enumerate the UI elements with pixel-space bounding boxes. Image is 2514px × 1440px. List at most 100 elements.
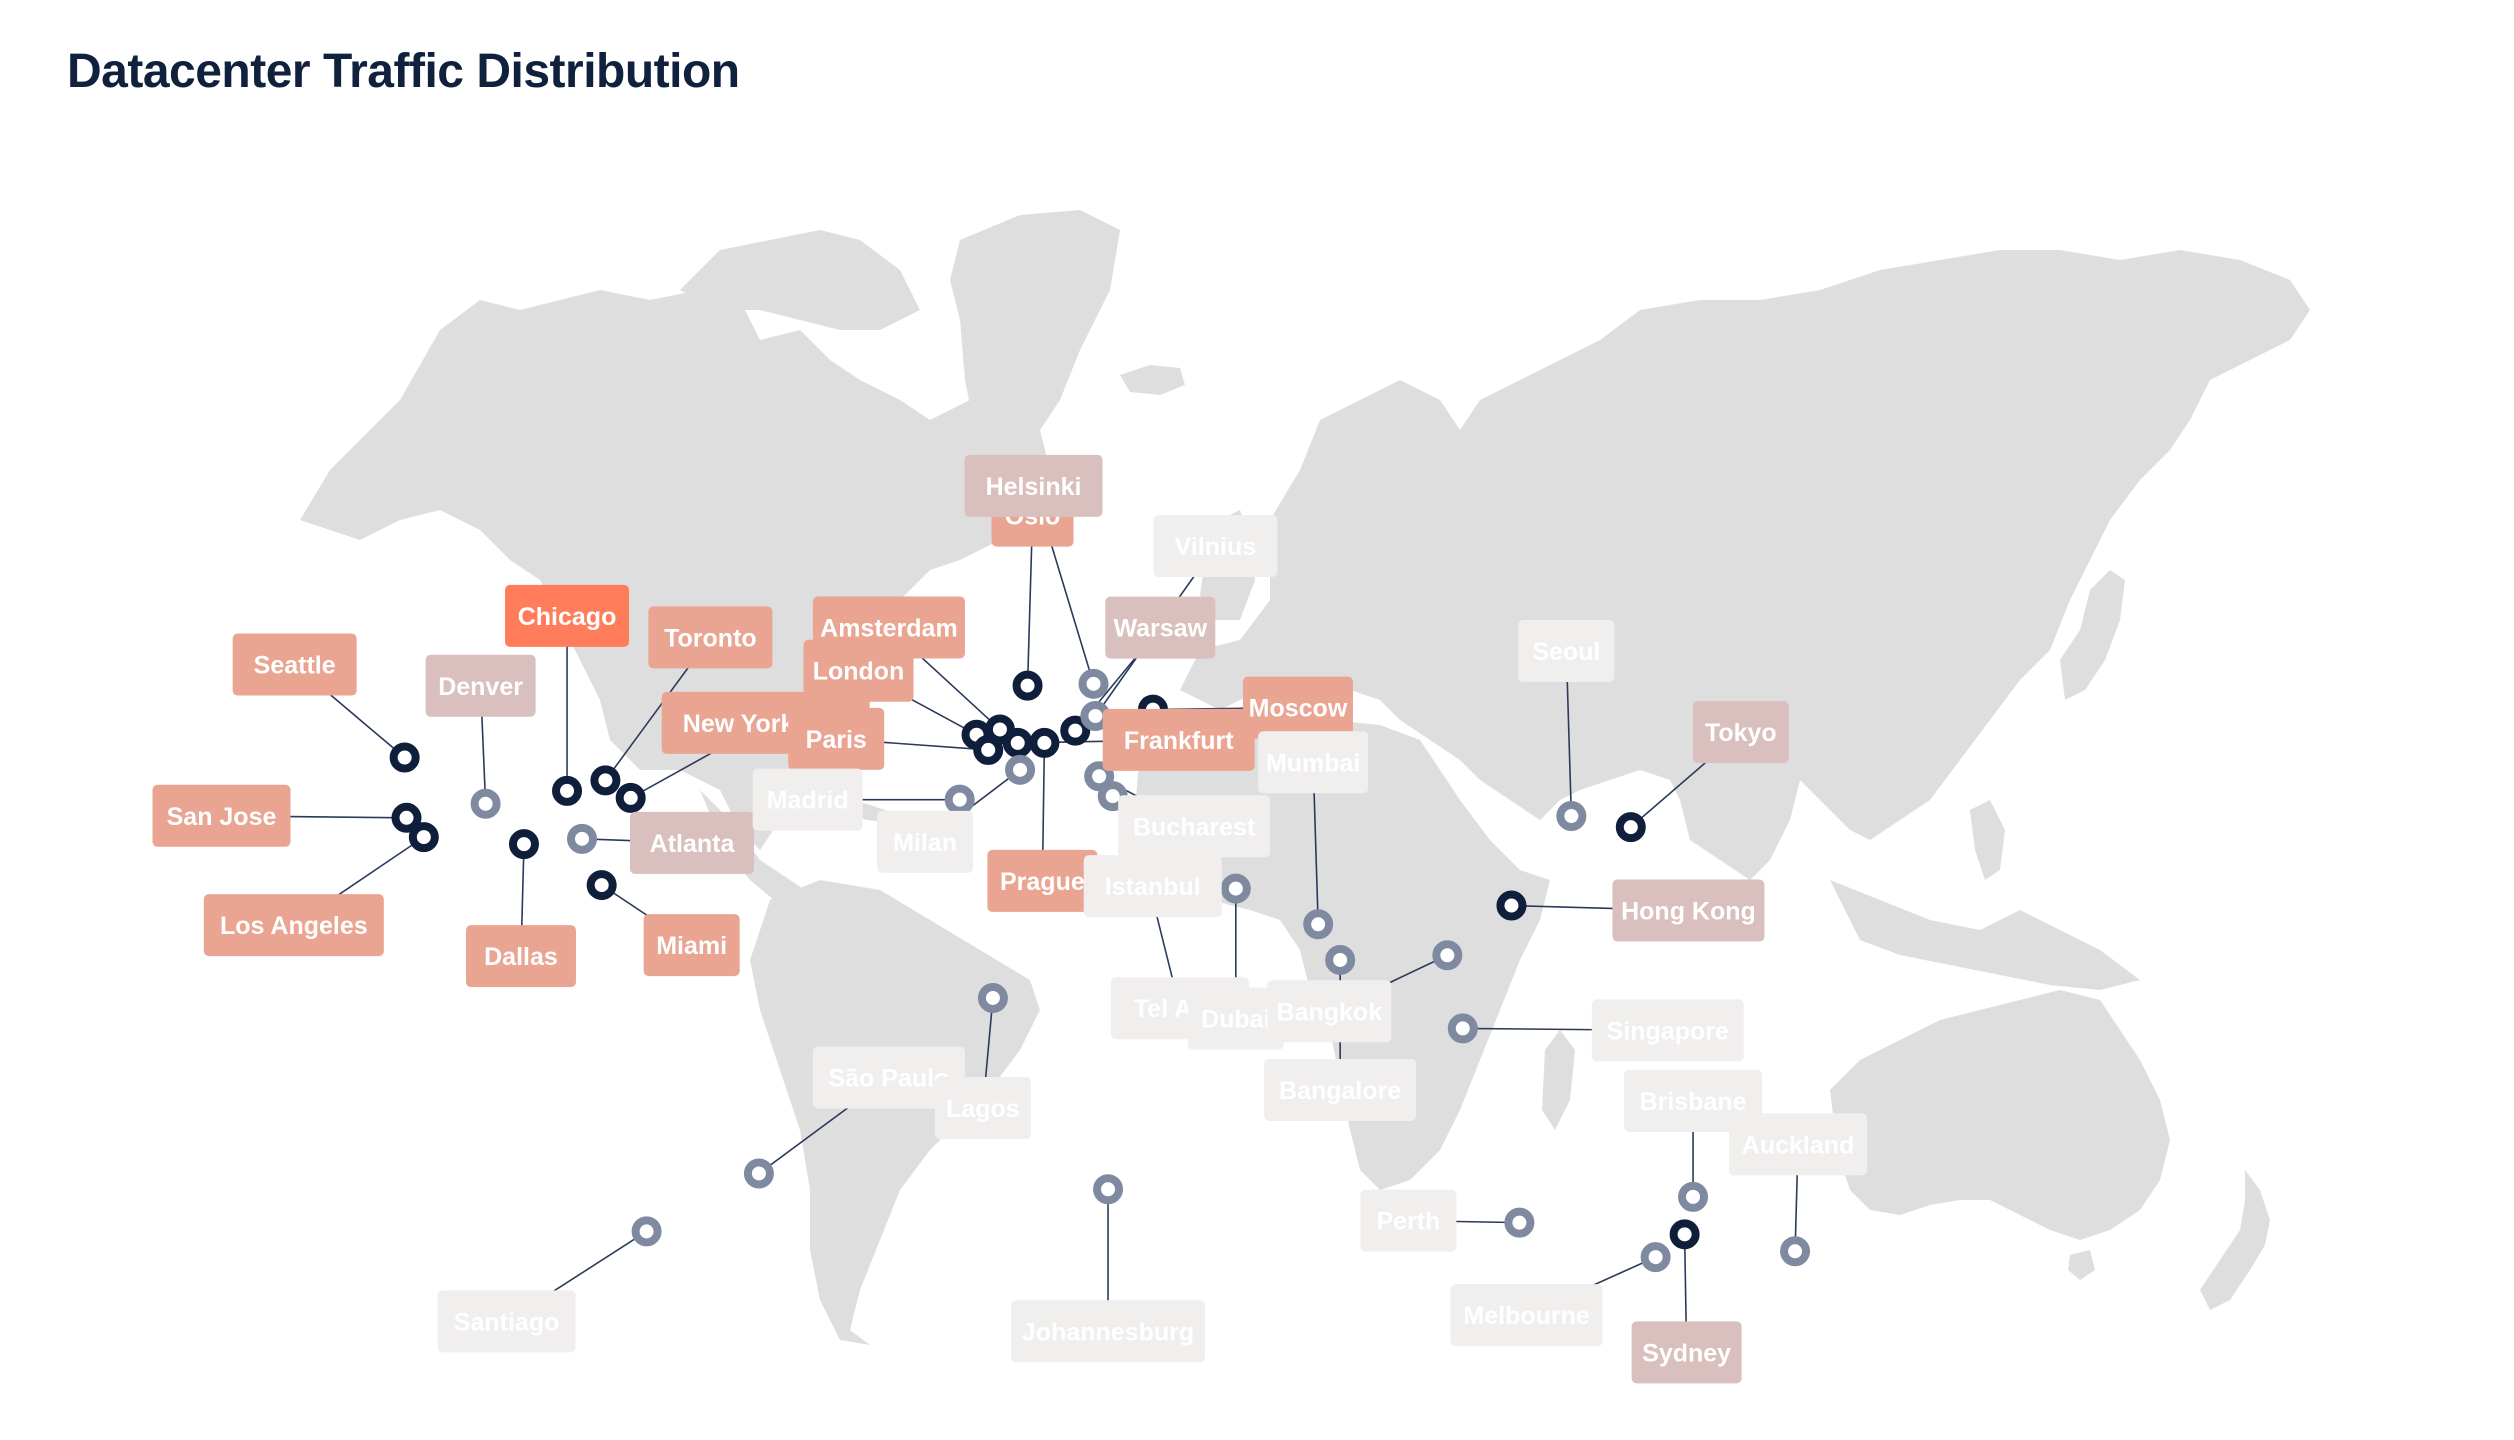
label-text-paris: Paris	[806, 726, 867, 754]
pin-seoul[interactable]	[1556, 801, 1587, 832]
label-brisbane[interactable]: Brisbane	[1624, 1069, 1763, 1132]
label-vilnius[interactable]: Vilnius	[1153, 515, 1278, 578]
pin-prague[interactable]	[1029, 727, 1060, 758]
label-box-mumbai	[1258, 731, 1369, 794]
label-seoul[interactable]: Seoul	[1518, 620, 1615, 683]
label-los-angeles[interactable]: Los Angeles	[203, 894, 384, 957]
label-bangkok[interactable]: Bangkok	[1267, 980, 1392, 1043]
landmass-greenland	[950, 210, 1120, 470]
pin-toronto[interactable]	[590, 765, 621, 796]
label-text-sydney: Sydney	[1642, 1339, 1731, 1367]
label-dallas[interactable]: Dallas	[465, 925, 576, 988]
label-milan[interactable]: Milan	[877, 810, 974, 873]
label-sydney[interactable]: Sydney	[1631, 1321, 1742, 1384]
label-text-amsterdam: Amsterdam	[820, 614, 958, 642]
label-amsterdam[interactable]: Amsterdam	[812, 596, 965, 659]
label-lagos[interactable]: Lagos	[934, 1076, 1031, 1139]
pin-los-angeles[interactable]	[408, 822, 439, 853]
pin-dallas[interactable]	[508, 829, 539, 860]
label-istanbul[interactable]: Istanbul	[1083, 855, 1222, 918]
label-box-amsterdam	[812, 596, 965, 659]
label-perth[interactable]: Perth	[1360, 1189, 1457, 1252]
label-toronto[interactable]: Toronto	[648, 606, 773, 669]
label-singapore[interactable]: Singapore	[1591, 999, 1744, 1062]
label-miami[interactable]: Miami	[643, 914, 740, 977]
label-text-warsaw: Warsaw	[1113, 615, 1207, 643]
pin-paris[interactable]	[973, 734, 1004, 765]
label-mumbai[interactable]: Mumbai	[1258, 731, 1369, 794]
label-box-hong-kong	[1612, 879, 1765, 942]
pin-tokyo[interactable]	[1615, 812, 1646, 843]
label-tokyo[interactable]: Tokyo	[1692, 701, 1789, 764]
label-helsinki[interactable]: Helsinki	[964, 454, 1103, 517]
pin-san-jose[interactable]	[391, 802, 422, 833]
label-box-dallas	[465, 925, 576, 988]
label-moscow[interactable]: Moscow	[1242, 676, 1353, 739]
pin-sydney[interactable]	[1669, 1219, 1700, 1250]
pin-brisbane[interactable]	[1678, 1181, 1709, 1212]
label-warsaw[interactable]: Warsaw	[1105, 596, 1216, 659]
pin-perth[interactable]	[1504, 1207, 1535, 1238]
label-paris[interactable]: Paris	[788, 707, 885, 770]
label-seattle[interactable]: Seattle	[232, 633, 357, 696]
pin-helsinki[interactable]	[1078, 668, 1109, 699]
label-box-melbourne	[1450, 1284, 1603, 1347]
label-johannesburg[interactable]: Johannesburg	[1011, 1300, 1206, 1363]
label-text-atlanta: Atlanta	[650, 830, 736, 858]
label-bucharest[interactable]: Bucharest	[1118, 795, 1271, 858]
label-madrid[interactable]: Madrid	[752, 768, 863, 831]
pin-new-york-city[interactable]	[615, 782, 646, 813]
label-text-seattle: Seattle	[254, 652, 336, 680]
pin-atlanta[interactable]	[567, 823, 598, 854]
pin-bangalore[interactable]	[1325, 944, 1356, 975]
pin-miami[interactable]	[586, 870, 617, 901]
label-prague[interactable]: Prague	[987, 849, 1098, 912]
pin-mumbai[interactable]	[1303, 909, 1334, 940]
pin-warsaw[interactable]	[1060, 715, 1091, 746]
pin-bangkok[interactable]	[1432, 940, 1463, 971]
pin-chicago[interactable]	[552, 775, 583, 806]
label-denver[interactable]: Denver	[425, 654, 536, 717]
label-frankfurt[interactable]: Frankfurt	[1102, 708, 1255, 771]
pin-hong-kong[interactable]	[1496, 890, 1527, 921]
label-san-jose[interactable]: San Jose	[152, 784, 291, 847]
label-auckland[interactable]: Auckland	[1729, 1113, 1868, 1176]
pin-seattle[interactable]	[389, 742, 420, 773]
label-sao-paulo[interactable]: São Paulo	[812, 1046, 965, 1109]
pin-johannesburg[interactable]	[1093, 1174, 1124, 1205]
label-text-los-angeles: Los Angeles	[220, 912, 368, 940]
label-chicago[interactable]: Chicago	[505, 584, 630, 647]
pin-melbourne[interactable]	[1640, 1242, 1671, 1273]
label-text-moscow: Moscow	[1249, 695, 1348, 723]
label-box-dubai	[1187, 987, 1284, 1050]
pin-dubai[interactable]	[1220, 873, 1251, 904]
landmass-new-zealand	[2200, 1170, 2270, 1310]
label-box-miami	[643, 914, 740, 977]
label-atlanta[interactable]: Atlanta	[630, 811, 755, 874]
landmass-japan	[2060, 570, 2125, 700]
pin-denver[interactable]	[470, 788, 501, 819]
pin-bucharest[interactable]	[1084, 761, 1115, 792]
label-text-frankfurt: Frankfurt	[1124, 727, 1234, 755]
pin-frankfurt[interactable]	[1002, 727, 1033, 758]
pin-auckland[interactable]	[1780, 1236, 1811, 1267]
label-santiago[interactable]: Santiago	[437, 1290, 576, 1353]
label-text-milan: Milan	[893, 829, 957, 857]
label-box-vilnius	[1153, 515, 1278, 578]
landmass-iceland	[1120, 365, 1185, 395]
landmass-eurasia	[1180, 250, 2310, 880]
pin-lagos[interactable]	[977, 982, 1008, 1013]
pin-milan[interactable]	[1005, 754, 1036, 785]
label-box-los-angeles	[203, 894, 384, 957]
pin-singapore[interactable]	[1447, 1013, 1478, 1044]
pin-madrid[interactable]	[944, 784, 975, 815]
label-hong-kong[interactable]: Hong Kong	[1612, 879, 1765, 942]
pin-oslo[interactable]	[1012, 670, 1043, 701]
pin-sao-paulo[interactable]	[743, 1158, 774, 1189]
label-text-tokyo: Tokyo	[1705, 719, 1777, 747]
label-melbourne[interactable]: Melbourne	[1450, 1284, 1603, 1347]
label-dubai[interactable]: Dubai	[1187, 987, 1284, 1050]
label-bangalore[interactable]: Bangalore	[1264, 1058, 1417, 1121]
pin-santiago[interactable]	[631, 1216, 662, 1247]
